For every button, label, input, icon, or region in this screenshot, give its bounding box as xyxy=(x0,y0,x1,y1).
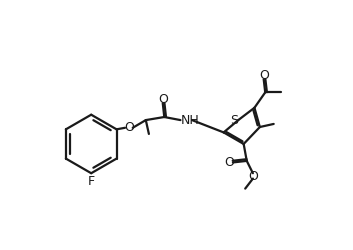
Text: S: S xyxy=(231,114,238,127)
Text: O: O xyxy=(248,170,258,183)
Text: O: O xyxy=(158,93,168,106)
Text: O: O xyxy=(224,156,234,169)
Text: NH: NH xyxy=(181,114,200,126)
Text: O: O xyxy=(124,121,134,134)
Text: O: O xyxy=(259,69,269,82)
Text: F: F xyxy=(88,175,95,188)
